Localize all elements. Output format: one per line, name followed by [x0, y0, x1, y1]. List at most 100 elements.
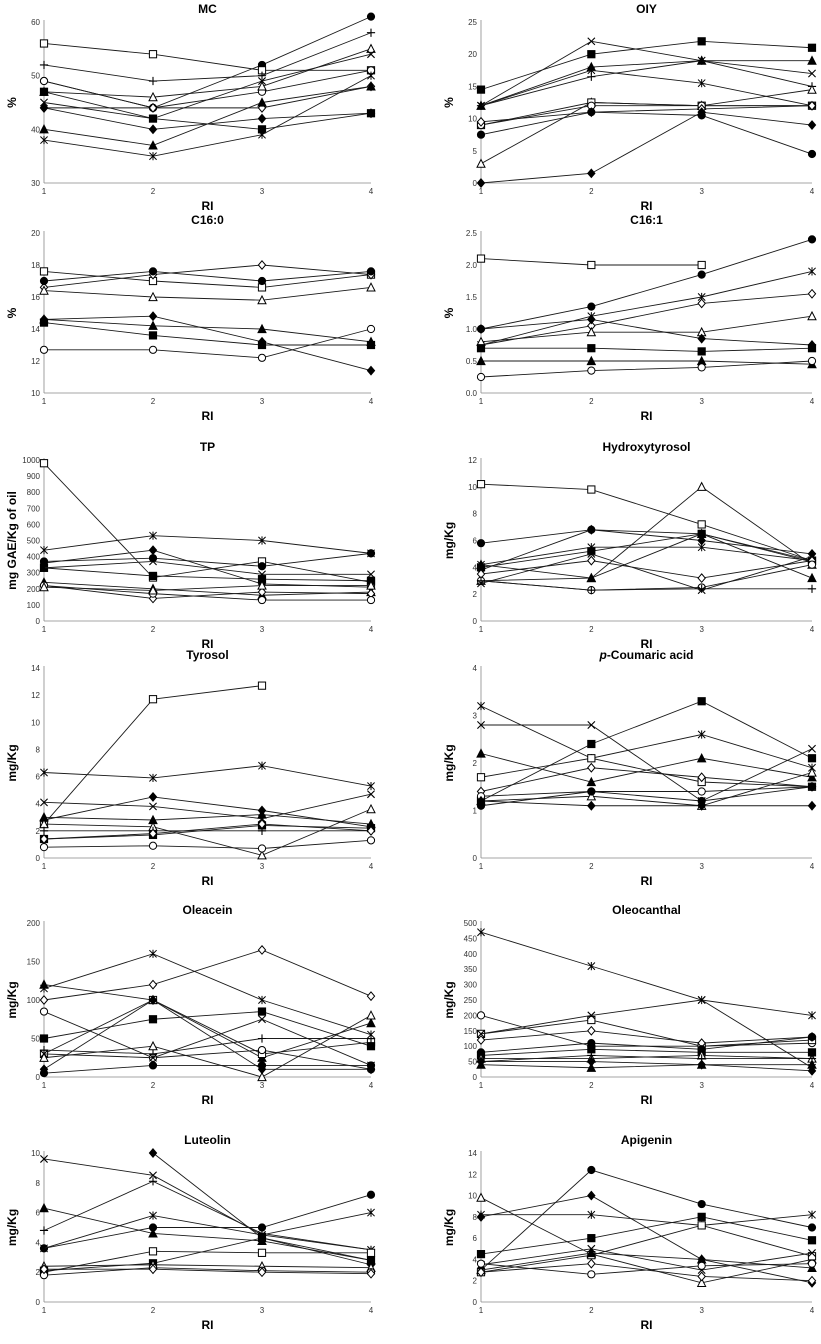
data-point [587, 721, 596, 729]
data-point [476, 254, 486, 263]
data-point [257, 1267, 267, 1278]
x-tick-label: 2 [589, 862, 594, 871]
chart-title: Oleocanthal [612, 903, 681, 917]
data-point [807, 149, 817, 159]
series-2 [476, 1011, 817, 1051]
data-point [257, 1034, 267, 1043]
y-tick-label: 100 [27, 601, 41, 610]
y-tick-label: 10 [31, 389, 40, 398]
series-line [43, 823, 372, 840]
y-tick-label: 20 [468, 50, 477, 59]
data-point [40, 1049, 48, 1058]
series-4 [477, 996, 816, 1072]
x-axis-label: RI [202, 199, 214, 213]
data-point [366, 1061, 376, 1070]
series-7 [476, 782, 817, 801]
y-tick-label: 400 [464, 950, 478, 959]
series-line [480, 315, 813, 343]
x-tick-label: 3 [699, 397, 704, 406]
series-1 [39, 267, 376, 292]
data-point [476, 773, 486, 782]
x-tick-label: 4 [810, 625, 815, 634]
data-point [697, 996, 706, 1004]
y-tick-label: 4 [473, 664, 478, 673]
x-axis-label: RI [202, 1093, 214, 1107]
data-point [367, 781, 375, 791]
data-point [807, 288, 817, 299]
data-point [257, 681, 267, 690]
y-tick-label: 10 [31, 718, 40, 727]
chart-panel-5: 0 100 200 300 400 500 600 700 800 900 1000 1 2 3 4 TP RI… [5, 440, 376, 651]
series-line [43, 949, 372, 1001]
y-tick-label: 1 [473, 807, 478, 816]
data-point [366, 1268, 376, 1279]
series-line [480, 105, 813, 123]
data-point [807, 100, 817, 111]
data-point [257, 562, 267, 571]
x-axis-label: RI [641, 409, 653, 423]
series-2 [39, 39, 376, 75]
data-point [476, 1035, 486, 1046]
x-tick-label: 4 [810, 397, 815, 406]
series-line [480, 486, 813, 582]
data-point [697, 1199, 706, 1209]
x-tick-label: 4 [810, 862, 815, 871]
series-line [43, 1038, 371, 1055]
y-tick-label: 500 [464, 919, 478, 928]
data-point [587, 1056, 596, 1067]
series-line [480, 111, 813, 184]
data-point [807, 1236, 817, 1245]
x-tick-label: 1 [42, 625, 47, 634]
series-7 [476, 528, 817, 583]
x-tick-label: 2 [589, 1306, 594, 1315]
data-point [366, 1190, 376, 1199]
data-point [587, 1258, 596, 1269]
x-tick-label: 3 [260, 1081, 265, 1090]
data-point [148, 1061, 158, 1070]
y-tick-label: 12 [468, 1170, 477, 1179]
data-point [366, 595, 376, 605]
data-point [366, 43, 376, 53]
y-tick-label: 12 [468, 456, 477, 465]
data-point [476, 576, 486, 585]
data-point [257, 1223, 267, 1232]
chart-title: C16:0 [191, 213, 224, 227]
series-10 [476, 1258, 817, 1286]
series-line [43, 315, 372, 372]
data-point [39, 979, 49, 989]
data-point [807, 767, 817, 777]
x-axis-label: RI [202, 1318, 214, 1332]
data-point [257, 353, 267, 362]
data-point [39, 1052, 49, 1062]
series-line [43, 322, 371, 346]
series-line [43, 1237, 372, 1272]
data-point [148, 1264, 158, 1275]
series-line [480, 529, 813, 571]
data-point [366, 1042, 376, 1051]
series-line [43, 765, 372, 787]
data-point [808, 1210, 816, 1219]
data-point [587, 168, 596, 179]
data-point [477, 1029, 485, 1038]
x-tick-label: 1 [42, 862, 47, 871]
x-tick-label: 2 [151, 397, 156, 406]
series-5 [39, 1007, 376, 1074]
data-point [587, 1190, 596, 1201]
x-tick-label: 1 [42, 1306, 47, 1315]
data-point [697, 535, 706, 546]
data-point [587, 762, 596, 773]
x-tick-label: 3 [260, 625, 265, 634]
data-point [257, 1248, 267, 1257]
data-point [476, 539, 486, 548]
y-tick-label: 150 [27, 958, 41, 967]
y-tick-label: 60 [31, 18, 40, 27]
series-line [43, 1064, 371, 1074]
y-tick-label: 0 [36, 617, 41, 626]
x-tick-label: 3 [699, 1306, 704, 1315]
series-11 [476, 1056, 817, 1076]
x-tick-label: 2 [151, 1306, 156, 1315]
data-point [808, 1249, 816, 1258]
x-tick-label: 2 [151, 862, 156, 871]
chart-panel-10: 0 50 100 150 200 250 300 350 400 450 500 1 2 3 4 Oleoca… [442, 903, 817, 1107]
